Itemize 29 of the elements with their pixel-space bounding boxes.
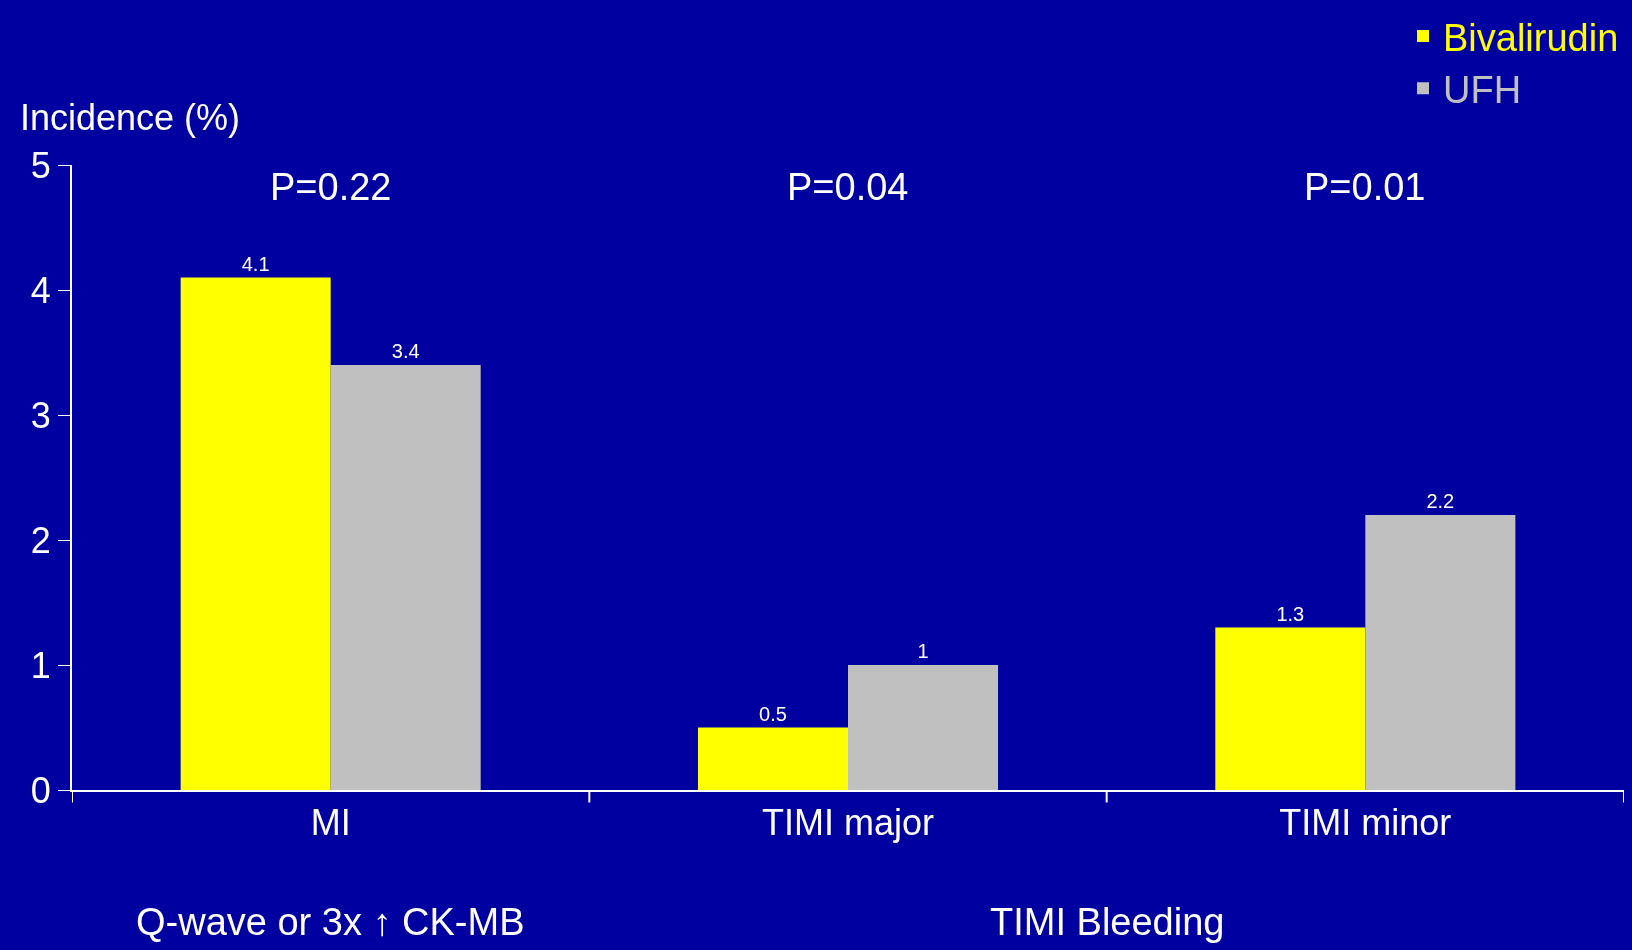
y-tick-label: 4 <box>30 269 51 311</box>
bar <box>848 665 999 790</box>
y-tick-label: 5 <box>30 144 51 186</box>
data-label: 1 <box>917 640 929 662</box>
x-tick-label: TIMI major <box>761 802 935 844</box>
data-label: 4.1 <box>241 252 270 275</box>
y-tick-label: 2 <box>30 519 51 561</box>
text: TIMI Bleeding <box>990 901 1225 943</box>
bar <box>180 277 331 790</box>
annotation: P=0.01 <box>1304 166 1426 208</box>
data-label: 0.5 <box>759 702 787 725</box>
bar <box>1215 627 1366 790</box>
y-tick-label: 3 <box>30 394 51 436</box>
annotation: P=0.22 <box>270 166 392 208</box>
y-axis-title: Incidence (%) <box>20 97 241 138</box>
legend-label: Bivalirudin <box>1443 16 1619 59</box>
bar <box>330 365 481 790</box>
x-tick-label: MI <box>310 802 351 844</box>
y-tick-label: 1 <box>30 644 51 686</box>
bar <box>1365 515 1516 790</box>
x-tick-label: TIMI minor <box>1279 802 1452 844</box>
data-label: 2.2 <box>1426 490 1455 512</box>
text: Q-wave or 3x ↑ CK-MB <box>136 901 525 943</box>
bar <box>697 727 848 790</box>
data-label: 3.4 <box>391 340 420 362</box>
data-label: 1.3 <box>1276 602 1305 625</box>
annotation: P=0.04 <box>787 166 909 208</box>
y-tick-label: 0 <box>30 769 51 811</box>
legend-label: UFH <box>1443 69 1522 112</box>
